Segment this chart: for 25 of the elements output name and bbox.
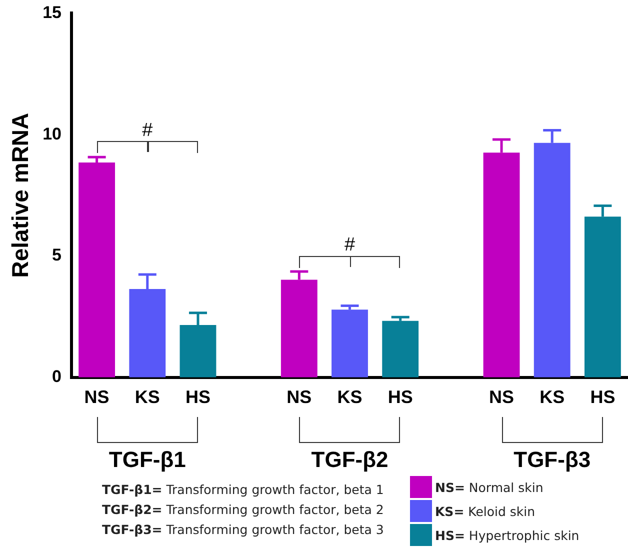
x-tick-label: NS xyxy=(489,387,514,408)
y-tick-label: 15 xyxy=(42,2,62,22)
legend-label: HS= Hypertrophic skin xyxy=(435,528,580,542)
legend-label: NS= Normal skin xyxy=(435,480,544,494)
y-tick-label: 5 xyxy=(52,246,62,265)
legend-label: KS= Keloid skin xyxy=(435,504,536,518)
text: TGF-β3 xyxy=(514,447,591,472)
x-tick-label: NS xyxy=(84,387,110,408)
text: TGF-β1 xyxy=(108,447,186,472)
text: TGF-β3= Transforming growth factor, beta 3 xyxy=(102,522,384,537)
x-tick-label: HS xyxy=(388,387,413,408)
y-axis-title: Relative mRNA xyxy=(7,112,34,278)
y-tick-label: 10 xyxy=(42,124,62,144)
x-tick-label: KS xyxy=(540,387,565,408)
annotation: # xyxy=(142,120,154,141)
x-tick-label: NS xyxy=(286,387,312,408)
x-tick-label: KS xyxy=(337,387,362,408)
annotation: # xyxy=(344,234,356,256)
text: TGF-β1= Transforming growth factor, beta 1 xyxy=(102,482,384,497)
x-tick-label: HS xyxy=(185,387,210,408)
text: TGF-β2= Transforming growth factor, beta 2 xyxy=(102,502,384,517)
text: TGF-β2 xyxy=(311,447,388,472)
y-tick-label: 0 xyxy=(52,367,62,386)
x-tick-label: HS xyxy=(590,387,616,408)
x-tick-label: KS xyxy=(134,387,160,408)
